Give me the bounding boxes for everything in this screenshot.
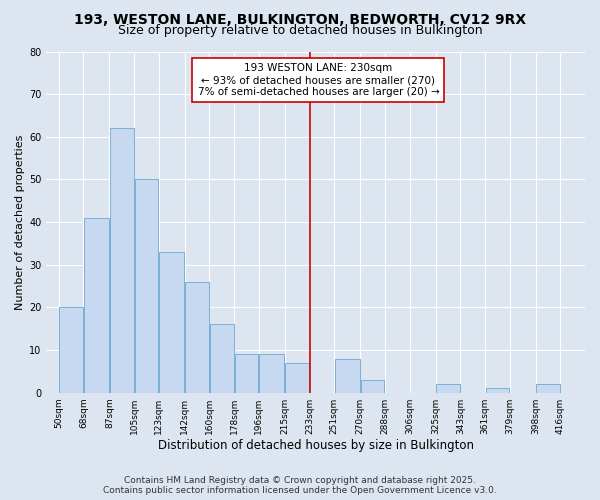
- Bar: [286, 363, 309, 392]
- Bar: [485, 388, 509, 392]
- Bar: [436, 384, 460, 392]
- Bar: [361, 380, 385, 392]
- Bar: [59, 308, 83, 392]
- Bar: [84, 218, 109, 392]
- Text: Size of property relative to detached houses in Bulkington: Size of property relative to detached ho…: [118, 24, 482, 37]
- Bar: [536, 384, 560, 392]
- Bar: [110, 128, 134, 392]
- Bar: [210, 324, 233, 392]
- X-axis label: Distribution of detached houses by size in Bulkington: Distribution of detached houses by size …: [158, 440, 474, 452]
- Text: 193 WESTON LANE: 230sqm
← 93% of detached houses are smaller (270)
7% of semi-de: 193 WESTON LANE: 230sqm ← 93% of detache…: [197, 64, 439, 96]
- Bar: [235, 354, 258, 393]
- Y-axis label: Number of detached properties: Number of detached properties: [15, 134, 25, 310]
- Bar: [160, 252, 184, 392]
- Text: 193, WESTON LANE, BULKINGTON, BEDWORTH, CV12 9RX: 193, WESTON LANE, BULKINGTON, BEDWORTH, …: [74, 12, 526, 26]
- Bar: [335, 358, 359, 392]
- Text: Contains HM Land Registry data © Crown copyright and database right 2025.
Contai: Contains HM Land Registry data © Crown c…: [103, 476, 497, 495]
- Bar: [259, 354, 284, 393]
- Bar: [185, 282, 209, 393]
- Bar: [134, 180, 158, 392]
